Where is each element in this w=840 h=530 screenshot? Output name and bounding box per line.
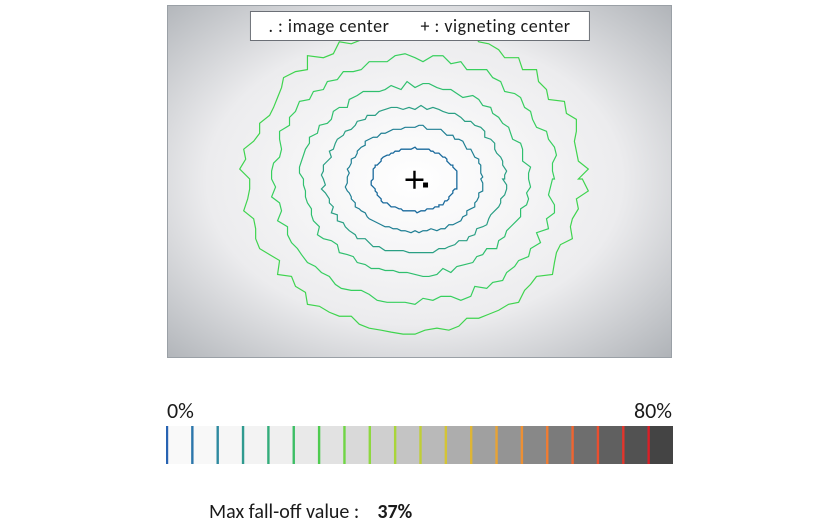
- colorbar-cell: [267, 426, 293, 464]
- legend-dot-label: . : image center: [268, 15, 389, 37]
- max-falloff-readout: Max fall-off value : 37%: [209, 500, 412, 524]
- colorbar-cell: [217, 426, 243, 464]
- dot-marker: [423, 183, 428, 188]
- colorbar-cell: [242, 426, 268, 464]
- colorbar-cell: [191, 426, 217, 464]
- scale-labels: 0% 80%: [167, 397, 672, 424]
- colorbar-cell: [521, 426, 547, 464]
- colorbar-cell: [293, 426, 319, 464]
- colorbar-cell: [166, 426, 192, 464]
- colorbar-cell: [369, 426, 395, 464]
- colorbar-cell: [394, 426, 420, 464]
- vignetting-contours-svg: [168, 6, 671, 357]
- falloff-colorbar-svg: [166, 426, 673, 464]
- colorbar-cell: [622, 426, 648, 464]
- max-falloff-value: 37%: [377, 500, 412, 524]
- falloff-colorbar: [166, 426, 673, 464]
- colorbar-cell: [445, 426, 471, 464]
- legend-plus-label: + : vigneting center: [421, 15, 571, 37]
- colorbar-cell: [572, 426, 598, 464]
- colorbar-cell: [420, 426, 446, 464]
- figure-root: . : image center + : vigneting center 0%…: [0, 0, 840, 530]
- colorbar-cell: [648, 426, 673, 464]
- scale-min-label: 0%: [167, 397, 194, 424]
- colorbar-cell: [318, 426, 344, 464]
- plot-legend: . : image center + : vigneting center: [249, 11, 589, 41]
- scale-max-label: 80%: [634, 397, 672, 424]
- colorbar-cell: [597, 426, 623, 464]
- colorbar-cell: [470, 426, 496, 464]
- colorbar-cell: [496, 426, 522, 464]
- colorbar-cell: [343, 426, 369, 464]
- colorbar-cell: [546, 426, 572, 464]
- vignetting-plot: . : image center + : vigneting center: [167, 5, 672, 358]
- max-falloff-label: Max fall-off value :: [209, 500, 359, 524]
